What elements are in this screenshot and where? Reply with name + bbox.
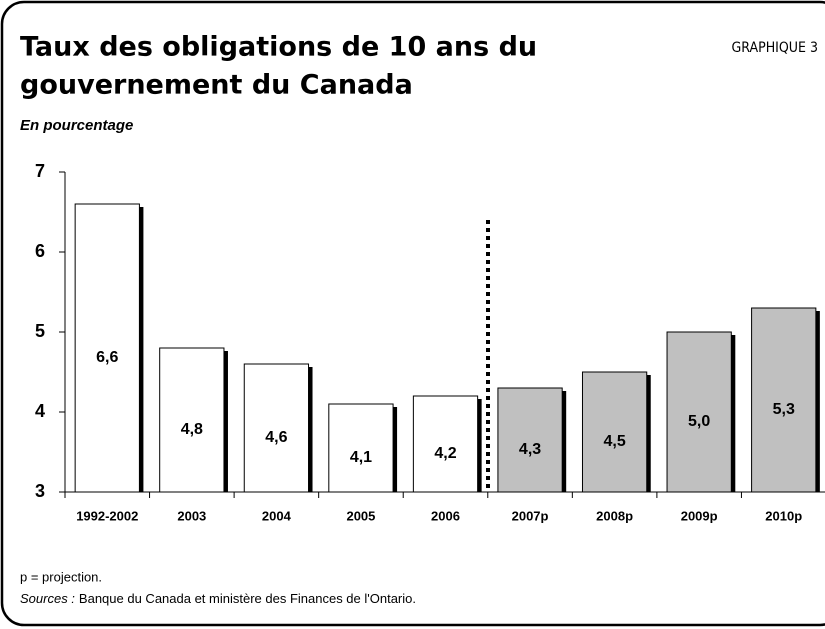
sources: Sources : Banque du Canada et ministère d… xyxy=(20,591,416,606)
y-tick-label: 4 xyxy=(35,401,45,421)
footnote: p = projection. xyxy=(20,569,102,584)
bar xyxy=(328,403,394,493)
data-label: 4,2 xyxy=(434,445,456,462)
x-tick-label: 2004 xyxy=(262,508,292,523)
x-tick-label: 2006 xyxy=(431,508,460,523)
bar xyxy=(497,387,563,493)
chart-subtitle: En pourcentage xyxy=(20,117,133,134)
chart-title: gouvernement du Canada xyxy=(20,70,413,101)
y-tick-label: 3 xyxy=(35,481,45,501)
chart-number: GRAPHIQUE 3 xyxy=(732,40,818,56)
data-label: 4,6 xyxy=(265,429,287,446)
data-label: 4,5 xyxy=(603,433,625,450)
y-tick-label: 5 xyxy=(35,321,45,341)
data-label: 5,3 xyxy=(773,401,795,418)
x-tick-label: 2007p xyxy=(512,508,549,523)
sources-label: Sources : xyxy=(20,591,75,606)
y-tick-label: 6 xyxy=(35,241,45,261)
sources-text: Banque du Canada et ministère des Financ… xyxy=(79,591,416,606)
bar xyxy=(581,371,648,493)
bar xyxy=(74,203,140,493)
bar xyxy=(751,307,817,493)
data-label: 5,0 xyxy=(688,413,710,430)
data-label: 4,8 xyxy=(181,421,203,438)
chart-title: Taux des obligations de 10 ans du xyxy=(20,32,537,63)
x-tick-label: 2010p xyxy=(765,508,802,523)
bar xyxy=(159,347,225,493)
data-label: 4,1 xyxy=(350,449,372,466)
x-tick-label: 1992-2002 xyxy=(76,508,138,523)
bar xyxy=(412,395,479,493)
x-tick-label: 2003 xyxy=(177,508,206,523)
x-tick-label: 2005 xyxy=(346,508,375,523)
x-tick-label: 2009p xyxy=(681,508,718,523)
data-label: 4,3 xyxy=(519,441,541,458)
y-tick-label: 7 xyxy=(35,161,45,181)
data-label: 6,6 xyxy=(96,349,118,366)
bar xyxy=(243,363,310,493)
x-tick-label: 2008p xyxy=(596,508,633,523)
bar xyxy=(666,331,732,493)
